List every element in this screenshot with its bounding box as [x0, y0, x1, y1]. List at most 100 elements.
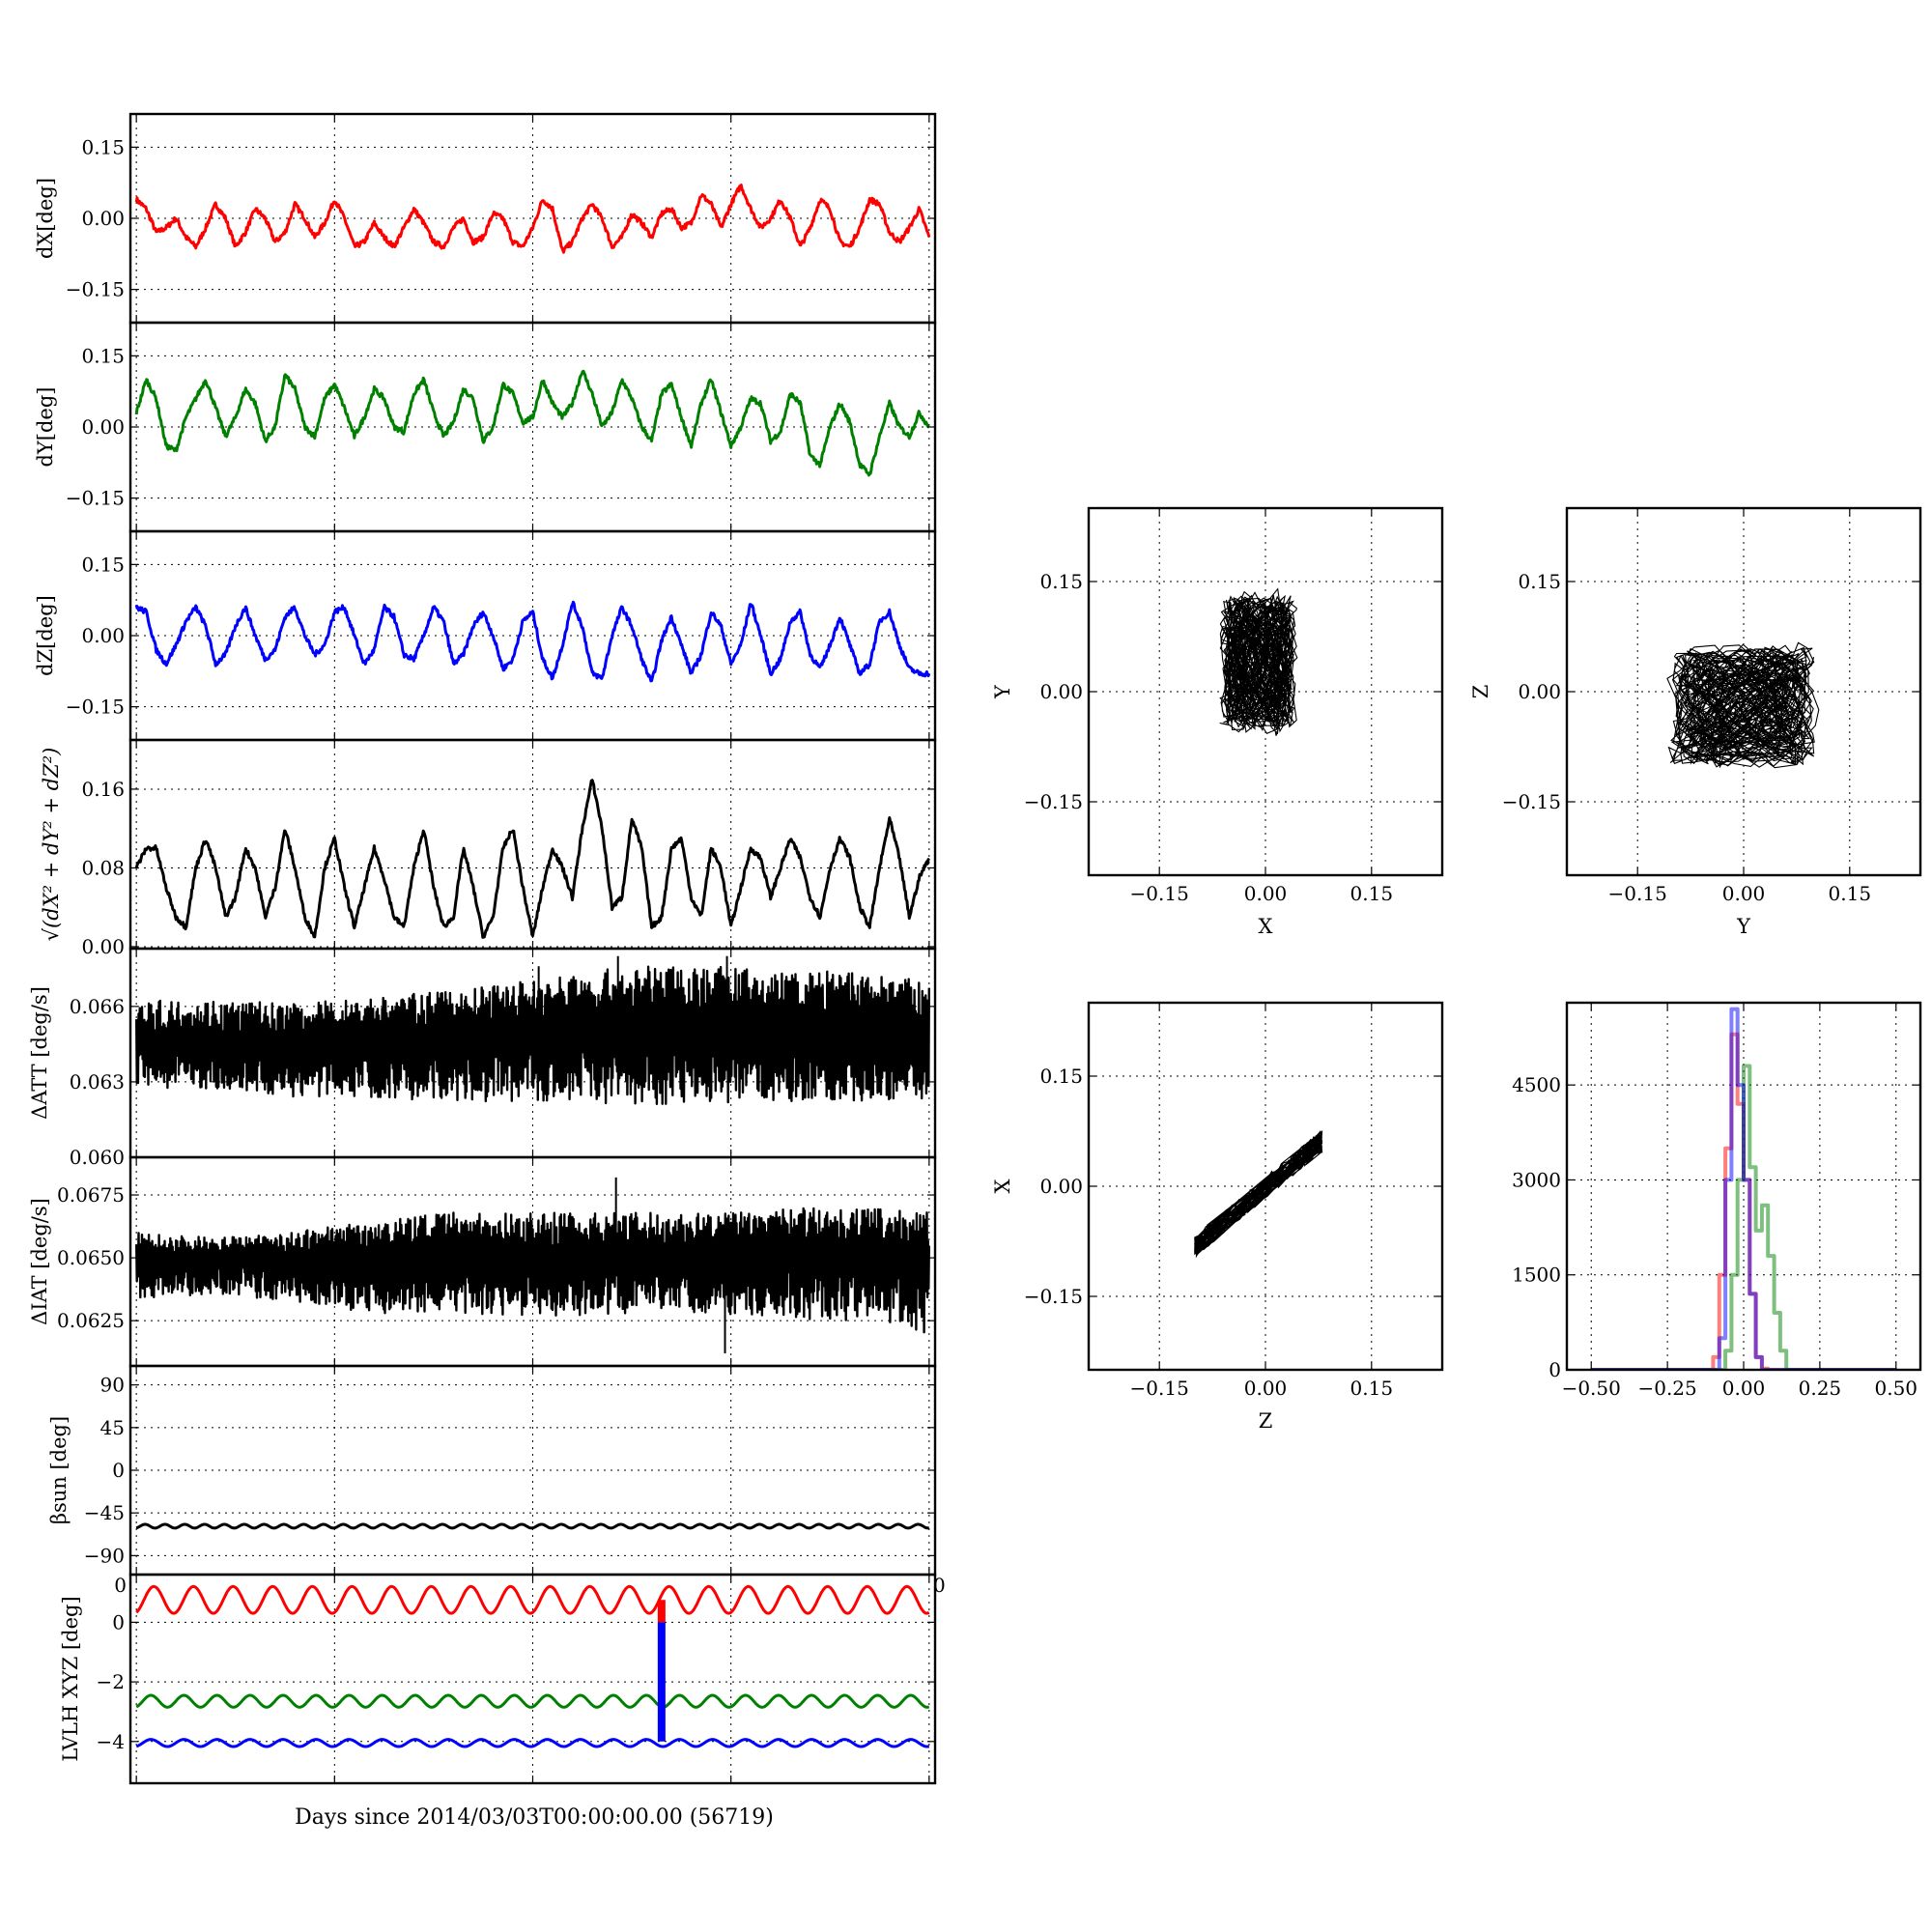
- trajectory-line: [1219, 587, 1298, 736]
- y-axis-label: X: [991, 1179, 1014, 1193]
- y-tick-label: 3000: [1512, 1168, 1561, 1191]
- y-tick-label: −45: [84, 1501, 125, 1524]
- y-tick-label: −0.15: [66, 696, 125, 719]
- chart-Y_vs_Z: 0.15 0.00 −0.15 −0.15 0.00 0.15 Y Z: [1469, 506, 1922, 938]
- plot-area: [1219, 587, 1298, 736]
- x-tick-label: 0.00: [1244, 882, 1288, 905]
- chart-dX: 0.15 0.00 −0.15 dX[deg]: [34, 112, 937, 325]
- series-line-0: [134, 369, 930, 477]
- y-tick-label: −0.15: [1024, 1285, 1083, 1308]
- x-tick-label: −0.15: [1130, 882, 1189, 905]
- x-axis-label: Z: [1259, 1409, 1273, 1433]
- y-tick-label: 0.00: [81, 624, 125, 647]
- x-tick-label: 0.15: [1350, 882, 1394, 905]
- series-line-0: [134, 600, 931, 683]
- y-tick-label: 0.0625: [57, 1309, 125, 1332]
- plot-area: [134, 779, 930, 939]
- x-tick-label: 0.15: [1350, 1377, 1394, 1400]
- x-tick-label: −0.15: [1608, 882, 1667, 905]
- series-line-0: [135, 1522, 930, 1530]
- chart-histogram: 4500 3000 1500 0−0.50 −0.25 0.00 0.25 0.50: [1512, 1001, 1922, 1400]
- y-axis-label: ΔIAT [deg/s]: [28, 1198, 51, 1325]
- y-tick-label: 45: [100, 1416, 125, 1439]
- y-tick-label: 0.0675: [57, 1183, 125, 1207]
- chart-dATT: 0.066 0.063 0.060 ΔATT [deg/s]: [28, 947, 937, 1169]
- x-axis-label: Y: [1736, 915, 1751, 938]
- plot-area: [135, 1584, 930, 1748]
- y-tick-label: 0.15: [1039, 570, 1083, 593]
- x-tick-label: −0.50: [1562, 1377, 1621, 1400]
- series-line-2: [135, 1738, 930, 1748]
- y-tick-label: 0.063: [70, 1070, 125, 1094]
- plot-area: [135, 955, 930, 1105]
- y-tick-label: 0.00: [1518, 680, 1561, 703]
- x-tick-label: −0.25: [1637, 1377, 1696, 1400]
- y-tick-label: −2: [97, 1670, 125, 1693]
- y-tick-label: 0.00: [1039, 1175, 1083, 1198]
- panels-group: 0.15 0.00 −0.15 dX[deg] 0.15 0.00 −0.15 dY[deg]…: [28, 112, 1922, 1785]
- y-tick-label: 0.15: [81, 344, 125, 367]
- corner-tick-label: 0: [933, 1574, 946, 1597]
- plot-area: [135, 1177, 930, 1353]
- x-tick-label: 0.00: [1722, 1377, 1766, 1400]
- chart-beta_sun: 90 45 0 −45 −90 βsun [deg]: [47, 1364, 937, 1577]
- y-tick-label: 0.16: [81, 778, 125, 801]
- y-axis-label: LVLH XYZ [deg]: [59, 1596, 82, 1761]
- x-tick-label: 0.25: [1799, 1377, 1842, 1400]
- y-tick-label: 0.0650: [57, 1246, 125, 1269]
- chart-dY: 0.15 0.00 −0.15 dY[deg]: [34, 321, 937, 533]
- chart-Z_vs_X: 0.15 0.00 −0.15 −0.15 0.00 0.15 Z X: [991, 1001, 1444, 1433]
- y-tick-label: −90: [84, 1544, 125, 1567]
- y-tick-label: 4500: [1512, 1073, 1561, 1096]
- y-tick-label: −4: [97, 1730, 125, 1753]
- trajectory-line: [1193, 1129, 1323, 1259]
- y-tick-label: 0.08: [81, 856, 125, 879]
- x-tick-label: 0.00: [1722, 882, 1766, 905]
- chart-dR: 0.16 0.08 0.00 √(dX² + dY² + dZ²): [40, 738, 937, 958]
- y-axis-label: dX[deg]: [34, 178, 57, 259]
- plot-area: [1193, 1129, 1323, 1259]
- chart-X_vs_Y: 0.15 0.00 −0.15 −0.15 0.00 0.15 X Y: [991, 506, 1444, 938]
- chart-dZ: 0.15 0.00 −0.15 dZ[deg]: [34, 529, 937, 742]
- y-tick-label: 0.00: [81, 207, 125, 230]
- y-tick-label: 90: [100, 1374, 125, 1397]
- chart-dIAT: 0.0675 0.0650 0.0625 ΔIAT [deg/s]: [28, 1155, 937, 1368]
- y-tick-label: 0.15: [81, 135, 125, 158]
- y-axis-label: √(dX² + dY² + dZ²): [40, 748, 63, 942]
- y-tick-label: 0: [1548, 1358, 1561, 1381]
- plot-area: [135, 1522, 930, 1530]
- plot-area: [1666, 641, 1820, 769]
- y-tick-label: −0.15: [66, 487, 125, 510]
- series-line-0: [135, 1207, 930, 1334]
- y-tick-label: 0.15: [1518, 570, 1561, 593]
- y-tick-label: −0.15: [1024, 790, 1083, 813]
- series-line-1: [135, 1693, 930, 1709]
- y-tick-label: 0.066: [70, 995, 125, 1018]
- plot-area: [134, 600, 931, 683]
- y-tick-label: 0.00: [1039, 680, 1083, 703]
- x-axis-label: X: [1259, 915, 1273, 938]
- series-line-0: [135, 965, 930, 1105]
- plot-area: [134, 184, 931, 254]
- y-tick-label: −0.15: [66, 278, 125, 301]
- series-line-0: [134, 779, 930, 939]
- chart-lvlh: 0 −2 −4 0 0 LVLH XYZ [deg]: [59, 1573, 946, 1785]
- histogram-series-1: [1591, 1064, 1896, 1370]
- plot-area: [134, 369, 930, 477]
- y-axis-label: dY[deg]: [34, 386, 57, 467]
- y-tick-label: 0.15: [81, 553, 125, 576]
- y-tick-label: 0.00: [81, 415, 125, 439]
- corner-tick-label: 0: [114, 1574, 127, 1597]
- y-tick-label: 0: [112, 1610, 125, 1634]
- y-tick-label: 0.00: [81, 935, 125, 958]
- figure-xlabel: Days since 2014/03/03T00:00:00.00 (56719…: [295, 1805, 774, 1830]
- plot-area: [1591, 1007, 1896, 1370]
- y-axis-label: βsun [deg]: [47, 1416, 71, 1524]
- x-tick-label: −0.15: [1130, 1377, 1189, 1400]
- y-tick-label: 0.15: [1039, 1065, 1083, 1088]
- y-tick-label: 0: [112, 1459, 125, 1482]
- y-axis-label: Y: [991, 684, 1014, 699]
- series-line-0: [134, 184, 931, 254]
- x-tick-label: 0.50: [1874, 1377, 1918, 1400]
